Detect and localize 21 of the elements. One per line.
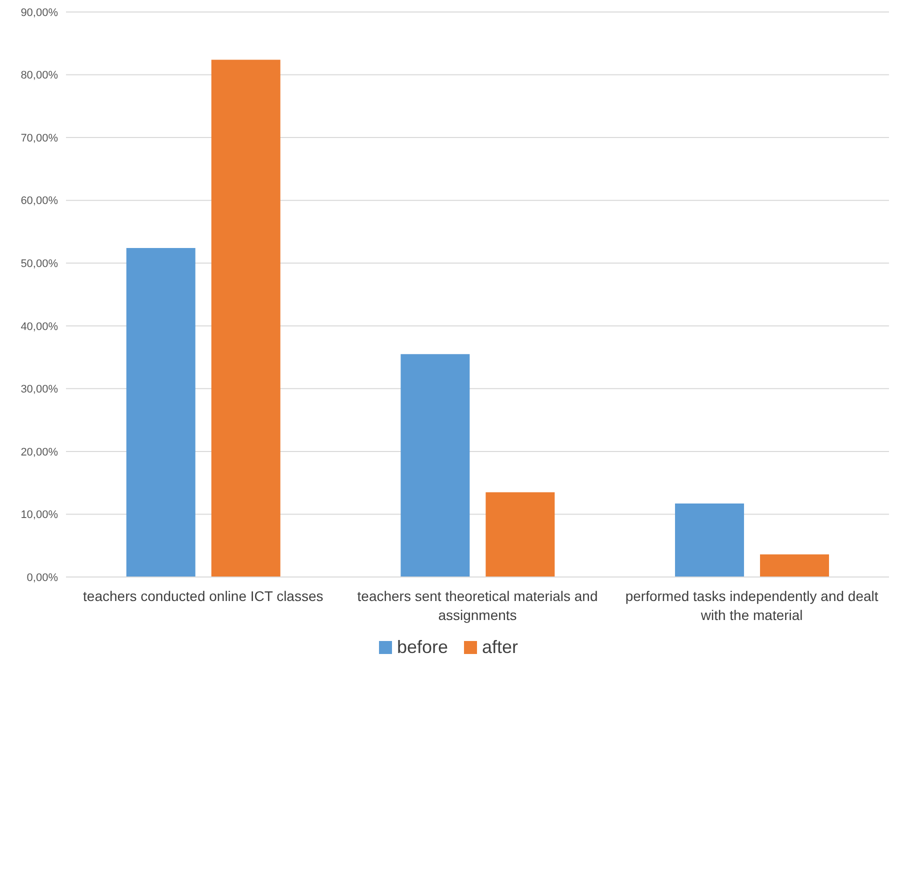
legend-label: before bbox=[396, 637, 448, 658]
x-tick-label: performed tasks independently and dealt with the material bbox=[625, 588, 878, 623]
y-tick-label: 40,00% bbox=[20, 320, 58, 333]
legend-label: after bbox=[482, 637, 518, 658]
bar bbox=[675, 504, 744, 577]
y-tick-label: 60,00% bbox=[20, 195, 58, 208]
x-tick-label: teachers sent theoretical materials and assignments bbox=[357, 588, 598, 623]
y-tick-label: 50,00% bbox=[20, 258, 58, 270]
bar bbox=[486, 492, 555, 577]
y-tick-label: 10,00% bbox=[20, 509, 58, 522]
y-tick-label: 0,00% bbox=[26, 572, 58, 584]
y-tick-label: 80,00% bbox=[20, 70, 58, 82]
x-tick-label: teachers conducted online ICT classes bbox=[83, 588, 324, 604]
bar bbox=[400, 354, 470, 577]
y-tick-label: 30,00% bbox=[20, 384, 58, 396]
y-tick-label: 90,00% bbox=[20, 6, 58, 19]
y-tick-label: 70,00% bbox=[20, 132, 58, 144]
bar bbox=[126, 248, 196, 577]
y-tick-label: 20,00% bbox=[20, 446, 58, 458]
bar bbox=[760, 554, 830, 577]
bar bbox=[211, 60, 280, 577]
